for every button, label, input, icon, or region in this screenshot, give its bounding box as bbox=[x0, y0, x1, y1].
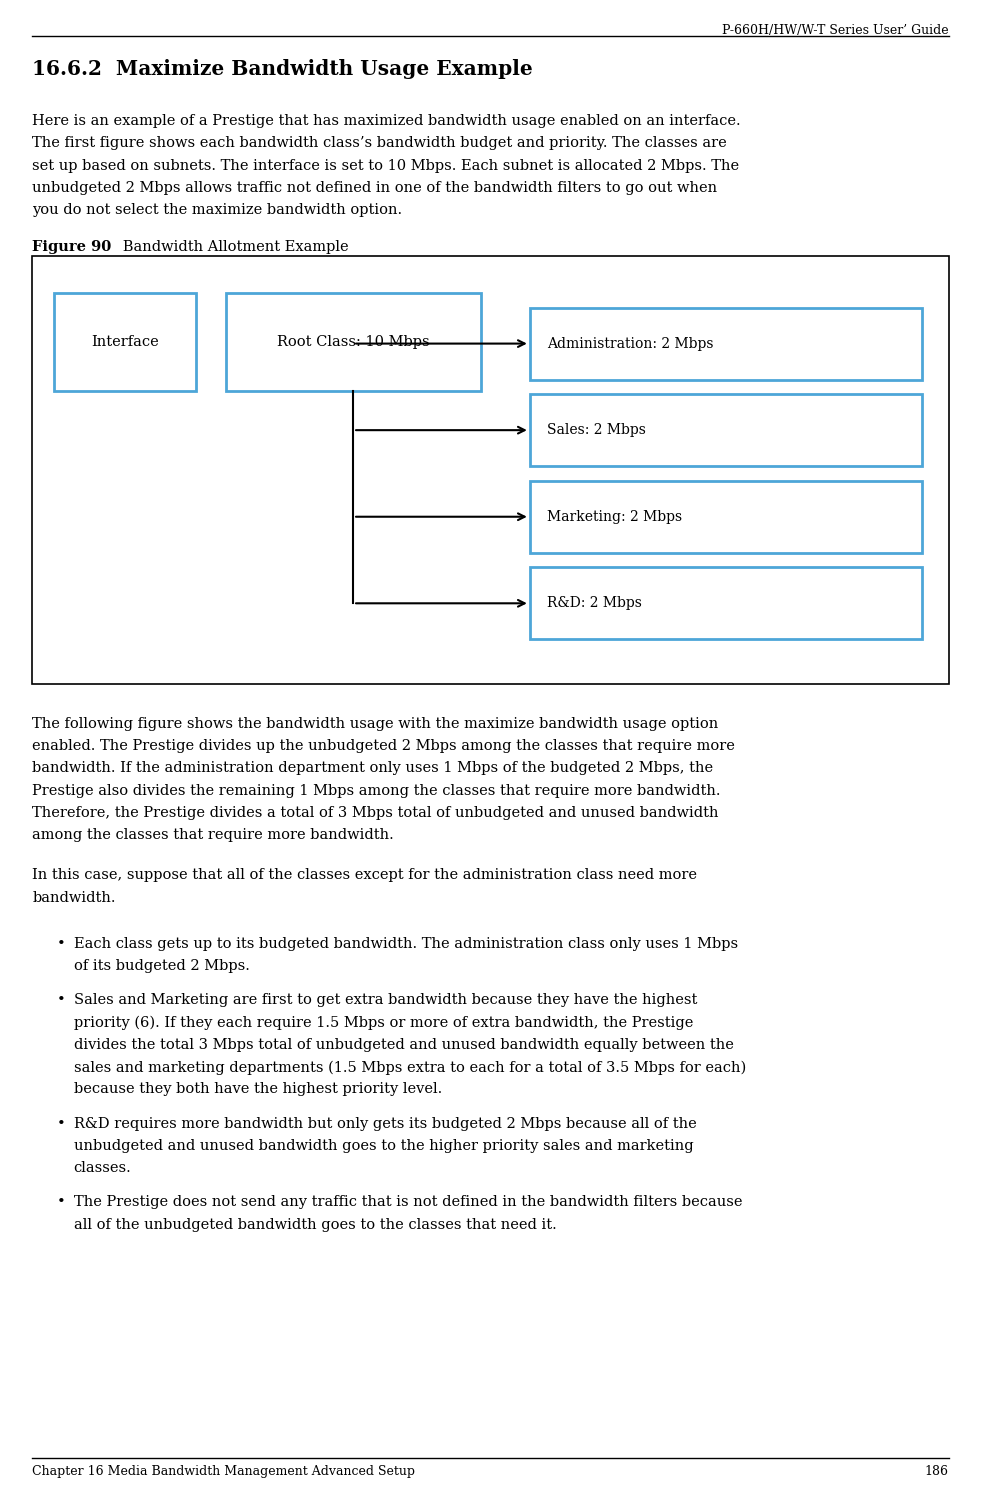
Text: bandwidth. If the administration department only uses 1 Mbps of the budgeted 2 M: bandwidth. If the administration departm… bbox=[32, 762, 713, 776]
Bar bbox=[530, 308, 922, 380]
Bar bbox=[32, 256, 949, 684]
Bar bbox=[530, 567, 922, 639]
Text: The Prestige does not send any traffic that is not defined in the bandwidth filt: The Prestige does not send any traffic t… bbox=[74, 1195, 742, 1210]
Text: R&D requires more bandwidth but only gets its budgeted 2 Mbps because all of the: R&D requires more bandwidth but only get… bbox=[74, 1117, 697, 1130]
Text: Marketing: 2 Mbps: Marketing: 2 Mbps bbox=[547, 510, 683, 523]
Text: Interface: Interface bbox=[91, 335, 159, 349]
Text: Root Class: 10 Mbps: Root Class: 10 Mbps bbox=[277, 335, 430, 349]
Text: Chapter 16 Media Bandwidth Management Advanced Setup: Chapter 16 Media Bandwidth Management Ad… bbox=[32, 1465, 415, 1479]
Text: Figure 90: Figure 90 bbox=[32, 240, 112, 254]
Text: In this case, suppose that all of the classes except for the administration clas: In this case, suppose that all of the cl… bbox=[32, 869, 697, 882]
Text: Sales and Marketing are first to get extra bandwidth because they have the highe: Sales and Marketing are first to get ext… bbox=[74, 993, 697, 1007]
Text: 16.6.2  Maximize Bandwidth Usage Example: 16.6.2 Maximize Bandwidth Usage Example bbox=[32, 59, 533, 78]
Bar bbox=[54, 293, 196, 391]
Bar bbox=[226, 293, 481, 391]
Text: Bandwidth Allotment Example: Bandwidth Allotment Example bbox=[109, 240, 348, 254]
Text: all of the unbudgeted bandwidth goes to the classes that need it.: all of the unbudgeted bandwidth goes to … bbox=[74, 1217, 556, 1232]
Text: •: • bbox=[57, 1195, 66, 1210]
Text: •: • bbox=[57, 1117, 66, 1130]
Text: •: • bbox=[57, 936, 66, 951]
Text: The first figure shows each bandwidth class’s bandwidth budget and priority. The: The first figure shows each bandwidth cl… bbox=[32, 137, 727, 150]
Bar bbox=[530, 394, 922, 466]
Bar bbox=[530, 481, 922, 553]
Text: set up based on subnets. The interface is set to 10 Mbps. Each subnet is allocat: set up based on subnets. The interface i… bbox=[32, 159, 740, 173]
Text: Each class gets up to its budgeted bandwidth. The administration class only uses: Each class gets up to its budgeted bandw… bbox=[74, 936, 738, 951]
Text: R&D: 2 Mbps: R&D: 2 Mbps bbox=[547, 597, 643, 610]
Text: P-660H/HW/W-T Series User’ Guide: P-660H/HW/W-T Series User’ Guide bbox=[722, 24, 949, 38]
Text: divides the total 3 Mbps total of unbudgeted and unused bandwidth equally betwee: divides the total 3 Mbps total of unbudg… bbox=[74, 1039, 734, 1052]
Text: you do not select the maximize bandwidth option.: you do not select the maximize bandwidth… bbox=[32, 203, 402, 218]
Text: sales and marketing departments (1.5 Mbps extra to each for a total of 3.5 Mbps : sales and marketing departments (1.5 Mbp… bbox=[74, 1060, 746, 1075]
Text: 186: 186 bbox=[925, 1465, 949, 1479]
Text: because they both have the highest priority level.: because they both have the highest prior… bbox=[74, 1082, 441, 1097]
Text: •: • bbox=[57, 993, 66, 1007]
Text: unbudgeted 2 Mbps allows traffic not defined in one of the bandwidth filters to : unbudgeted 2 Mbps allows traffic not def… bbox=[32, 180, 717, 195]
Text: Prestige also divides the remaining 1 Mbps among the classes that require more b: Prestige also divides the remaining 1 Mb… bbox=[32, 783, 721, 798]
Text: unbudgeted and unused bandwidth goes to the higher priority sales and marketing: unbudgeted and unused bandwidth goes to … bbox=[74, 1139, 694, 1153]
Text: Here is an example of a Prestige that has maximized bandwidth usage enabled on a: Here is an example of a Prestige that ha… bbox=[32, 114, 741, 128]
Text: bandwidth.: bandwidth. bbox=[32, 891, 116, 905]
Text: Administration: 2 Mbps: Administration: 2 Mbps bbox=[547, 337, 714, 350]
Text: classes.: classes. bbox=[74, 1162, 131, 1175]
Text: The following figure shows the bandwidth usage with the maximize bandwidth usage: The following figure shows the bandwidth… bbox=[32, 717, 719, 730]
Text: Sales: 2 Mbps: Sales: 2 Mbps bbox=[547, 424, 646, 437]
Text: priority (6). If they each require 1.5 Mbps or more of extra bandwidth, the Pres: priority (6). If they each require 1.5 M… bbox=[74, 1016, 693, 1030]
Text: enabled. The Prestige divides up the unbudgeted 2 Mbps among the classes that re: enabled. The Prestige divides up the unb… bbox=[32, 739, 735, 753]
Text: Therefore, the Prestige divides a total of 3 Mbps total of unbudgeted and unused: Therefore, the Prestige divides a total … bbox=[32, 806, 719, 821]
Text: of its budgeted 2 Mbps.: of its budgeted 2 Mbps. bbox=[74, 959, 249, 974]
Text: among the classes that require more bandwidth.: among the classes that require more band… bbox=[32, 828, 394, 842]
